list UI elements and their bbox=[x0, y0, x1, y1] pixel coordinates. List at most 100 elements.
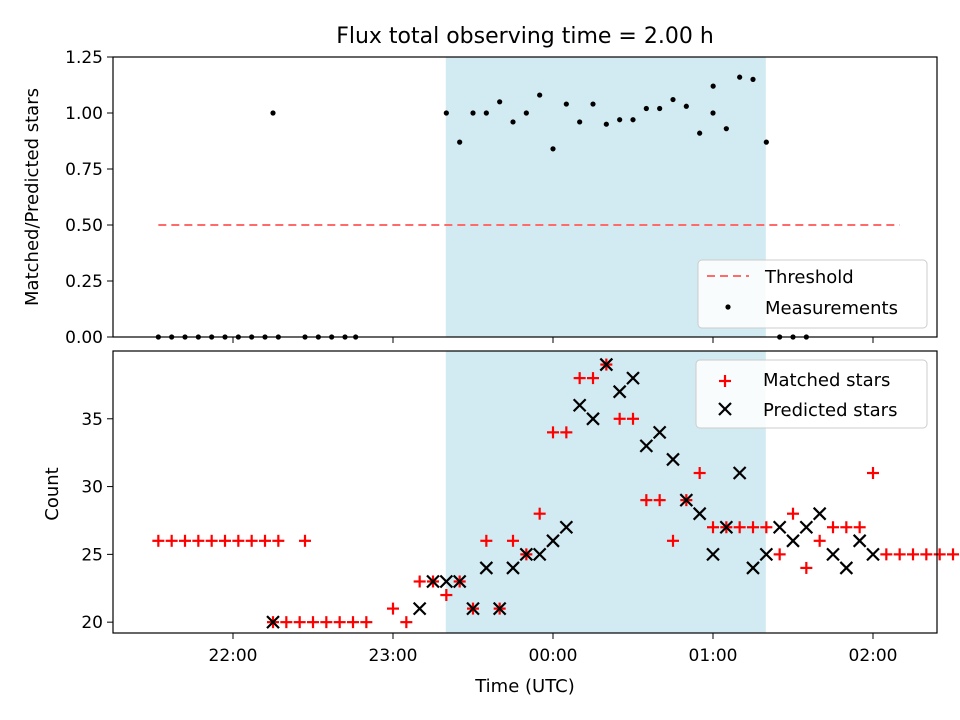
legend-threshold-label: Threshold bbox=[764, 267, 854, 288]
matched-star-point bbox=[280, 616, 293, 629]
predicted-star-point bbox=[466, 601, 480, 616]
matched-star-point bbox=[640, 494, 653, 507]
matched-star-point bbox=[480, 534, 493, 547]
legend-matched-swatch bbox=[719, 375, 731, 387]
predicted-star-point bbox=[439, 574, 454, 589]
matched-star-point bbox=[333, 616, 346, 629]
matched-star-point bbox=[413, 575, 426, 588]
predicted-star-point bbox=[759, 547, 774, 562]
measurement-point bbox=[737, 74, 743, 80]
matched-star-point bbox=[773, 548, 786, 561]
measurement-point bbox=[763, 139, 769, 145]
predicted-star-point bbox=[812, 506, 827, 521]
measurement-point bbox=[563, 101, 569, 107]
predicted-star-point bbox=[852, 534, 867, 548]
matched-star-point bbox=[947, 548, 959, 561]
ratio-y-ticks: 0.00 0.25 0.50 0.75 1.00 1.25 bbox=[65, 48, 113, 348]
predicted-star-point bbox=[679, 493, 694, 507]
count-y-tick-label: 35 bbox=[81, 410, 103, 430]
measurement-point bbox=[537, 92, 543, 98]
predicted-star-point bbox=[519, 547, 534, 562]
matched-star-point bbox=[360, 616, 373, 629]
matched-star-point bbox=[533, 507, 546, 520]
matched-star-point bbox=[867, 467, 879, 480]
predicted-star-point bbox=[452, 574, 467, 589]
predicted-star-point bbox=[546, 534, 560, 548]
measurement-point bbox=[470, 110, 476, 116]
predicted-star-point bbox=[746, 561, 760, 575]
matched-star-point bbox=[893, 548, 906, 561]
ratio-y-axis-label: Matched/Predicted stars bbox=[22, 88, 43, 306]
matched-star-point bbox=[707, 521, 719, 534]
legend-measurement-label: Measurements bbox=[765, 298, 898, 319]
measurement-point bbox=[710, 83, 716, 89]
matched-star-point bbox=[179, 534, 191, 547]
predicted-star-point bbox=[652, 425, 667, 440]
matched-star-point bbox=[440, 589, 453, 602]
matched-star-point bbox=[587, 372, 599, 385]
matched-star-point bbox=[347, 616, 359, 629]
measurement-point bbox=[497, 99, 503, 105]
matched-star-point bbox=[880, 548, 893, 561]
matched-stars-points bbox=[152, 358, 959, 629]
matched-star-point bbox=[827, 521, 839, 534]
matched-star-point bbox=[507, 534, 519, 547]
predicted-star-point bbox=[559, 520, 574, 535]
count-legend-box bbox=[695, 359, 928, 429]
ratio-y-tick-label: 0.50 bbox=[65, 216, 103, 236]
measurement-point bbox=[590, 101, 596, 107]
matched-star-point bbox=[653, 494, 666, 507]
matched-star-point bbox=[192, 534, 205, 547]
predicted-star-point bbox=[826, 547, 840, 562]
ratio-y-tick-label: 0.25 bbox=[65, 272, 103, 292]
measurement-point bbox=[577, 119, 583, 125]
ratio-panel: 0.00 0.25 0.50 0.75 1.00 1.25 Matched/Predict… bbox=[22, 48, 938, 348]
predicted-star-point bbox=[612, 384, 627, 399]
matched-star-point bbox=[152, 534, 165, 547]
predicted-star-point bbox=[532, 547, 547, 562]
measurement-point bbox=[510, 119, 516, 125]
matched-star-point bbox=[787, 507, 799, 520]
measurement-point bbox=[550, 146, 556, 152]
matched-star-point bbox=[920, 548, 933, 561]
measurement-point bbox=[457, 139, 463, 145]
predicted-star-point bbox=[666, 452, 680, 467]
x-tick-label: 01:00 bbox=[689, 646, 738, 666]
matched-star-point bbox=[693, 467, 706, 480]
matched-star-point bbox=[205, 534, 218, 547]
count-legend: Matched stars Predicted stars bbox=[695, 359, 928, 429]
count-y-tick-label: 25 bbox=[81, 545, 103, 565]
chart-title: Flux total observing time = 2.00 h bbox=[336, 24, 714, 49]
matched-star-point bbox=[272, 534, 285, 547]
predicted-star-point bbox=[266, 615, 280, 629]
predicted-star-point bbox=[866, 547, 880, 562]
matched-star-point bbox=[813, 534, 826, 547]
ratio-legend-box bbox=[697, 259, 928, 329]
ratio-y-tick-label: 0.00 bbox=[65, 328, 103, 348]
matched-star-point bbox=[259, 534, 271, 547]
matched-star-point bbox=[627, 412, 639, 425]
count-y-ticks: 20 25 30 35 bbox=[81, 410, 113, 633]
measurement-point bbox=[603, 121, 609, 127]
measurement-point bbox=[483, 110, 489, 116]
legend-measurement-swatch bbox=[725, 304, 731, 310]
measurement-point bbox=[697, 130, 703, 136]
matched-star-point bbox=[245, 534, 258, 547]
measurement-point bbox=[723, 126, 729, 132]
matched-star-point bbox=[387, 602, 399, 615]
ratio-y-tick-label: 0.75 bbox=[65, 160, 103, 180]
matched-star-point bbox=[320, 616, 333, 629]
ratio-x-ticks bbox=[232, 337, 874, 343]
ratio-legend: Threshold Measurements bbox=[697, 259, 928, 329]
predicted-star-point bbox=[479, 561, 494, 575]
x-tick-label: 02:00 bbox=[849, 646, 898, 666]
ratio-plot-frame bbox=[112, 56, 938, 338]
predicted-star-point bbox=[799, 520, 814, 535]
predicted-star-point bbox=[692, 506, 707, 521]
matched-star-point bbox=[219, 534, 231, 547]
matched-star-point bbox=[800, 561, 813, 574]
matched-star-point bbox=[293, 616, 306, 629]
x-axis-label: Time (UTC) bbox=[474, 676, 575, 697]
matched-star-point bbox=[760, 521, 773, 534]
